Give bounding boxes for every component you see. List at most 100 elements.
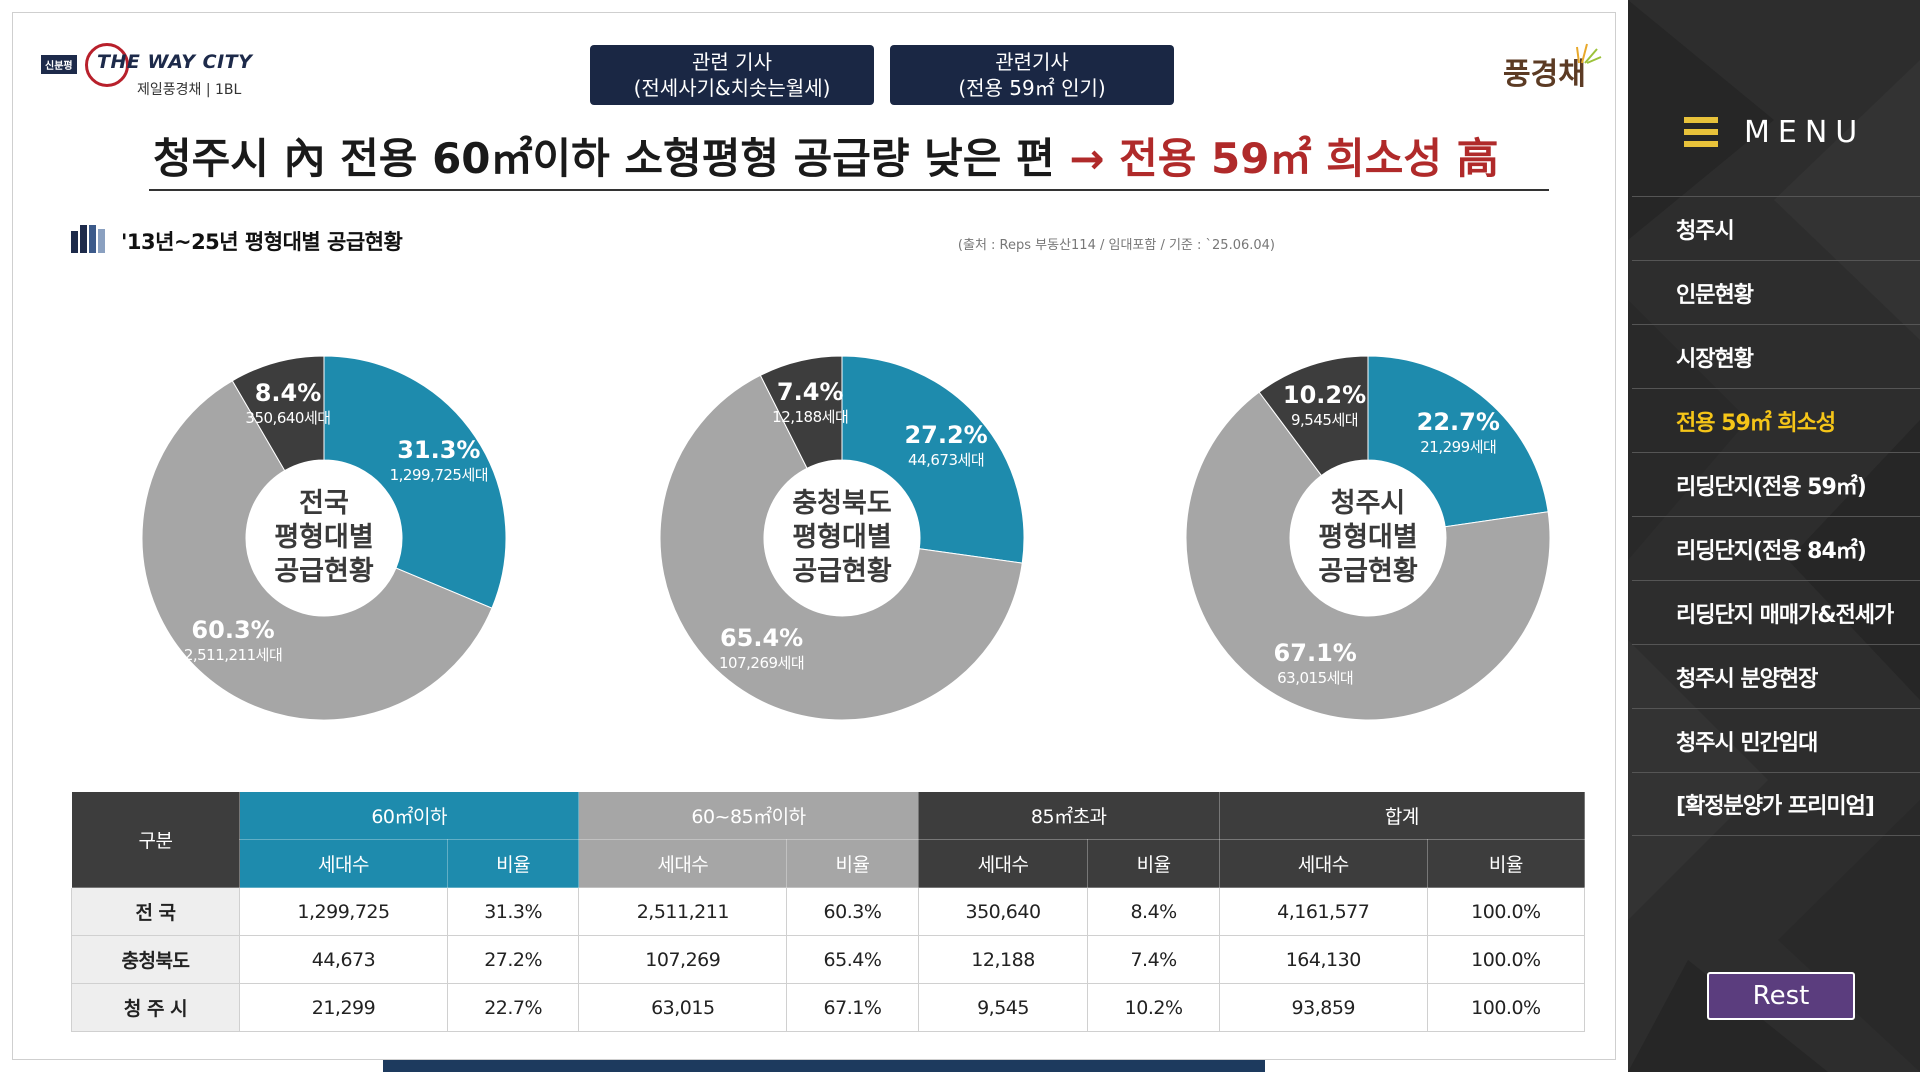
headline-part1: 청주시 內 전용 60㎡이하 소형평형 공급량 낮은 편 [153,134,1055,183]
donut-center [770,466,914,610]
donut-center [1296,466,1440,610]
donut-center [252,466,396,610]
slice-percent: 60.3% [191,615,275,644]
related-article-2-line2: (전용 59㎡ 인기) [958,76,1106,100]
rest-button[interactable]: Rest [1707,972,1855,1020]
donut-svg [659,355,1025,721]
table-cell: 8.4% [1087,887,1220,936]
donut-slice [759,355,843,469]
table-header-gubun: 구분 [71,791,240,888]
table-subheader: 비율 [786,839,919,888]
table-cell: 1,299,725 [239,887,448,936]
donut-slice [659,374,1023,721]
related-article-1-line1: 관련 기사 [692,50,772,74]
table-cell: 350,640 [917,887,1089,936]
donut-slice [141,380,493,721]
brand-logo: 풍경채 [1503,57,1586,92]
donut-chart-national: 31.3% 1,299,725세대 60.3% 2,511,211세대 8.4% 350,… [139,353,509,723]
donut-slice [231,355,325,472]
table-subheader: 비율 [1087,839,1220,888]
related-article-button-1[interactable]: 관련 기사 (전세사기&치솟는월세) [590,45,874,105]
table-cell: 100.0% [1426,887,1586,936]
headline-part2: 전용 59㎡ 희소성 高 [1119,134,1499,183]
menu-item[interactable]: 리딩단지(전용 84㎡) [1632,516,1920,580]
table-row: 전 국 1,299,725 31.3% 2,511,211 60.3% 350,640 8.… [71,887,1586,936]
table-cell: 22.7% [446,983,580,1032]
slice-percent: 8.4% [254,378,322,407]
table-cell: 21,299 [239,983,448,1032]
menu-item[interactable]: 인문현황 [1632,260,1920,324]
table-group-over85: 85㎡초과 [917,791,1220,840]
table-group-under60: 60㎡이하 [238,791,580,840]
menu-title: MENU [1744,114,1866,150]
slice-count: 107,269세대 [719,654,805,673]
menu-item[interactable]: 전용 59㎡ 희소성 [1632,388,1920,452]
donut-slice-label: 7.4% 12,188세대 [750,378,870,427]
logo-text: THE WAY CITY [97,51,253,73]
slice-percent: 22.7% [1416,407,1500,436]
table-cell: 9,545 [917,983,1089,1032]
table-cell: 4,161,577 [1218,887,1428,936]
table-cell: 44,673 [239,935,448,984]
hamburger-menu-icon[interactable] [1684,117,1718,147]
donut-chart-cheongju: 22.7% 21,299세대 67.1% 63,015세대 10.2% 9,545세대 청주… [1183,353,1553,723]
table-cell: 7.4% [1087,935,1220,984]
table-row-header: 충청북도 [71,935,240,984]
slice-percent: 31.3% [397,435,481,464]
table-cell: 2,511,211 [578,887,788,936]
donut-svg [141,355,507,721]
page-headline: 청주시 內 전용 60㎡이하 소형평형 공급량 낮은 편 → 전용 59㎡ 희소… [153,125,1553,187]
table-cell: 100.0% [1426,935,1586,984]
table-cell: 27.2% [446,935,580,984]
bottom-progress-bar [383,1060,1265,1072]
table-group-total: 합계 [1218,791,1586,840]
main-slide-panel: 신분평 THE WAY CITY 제일풍경채 | 1BL 관련 기사 (전세사기… [12,12,1616,1072]
section-title: '13년~25년 평형대별 공급현황 [121,230,403,254]
menu-list: 청주시 인문현황 시장현황 전용 59㎡ 희소성 리딩단지(전용 59㎡) 리딩단지(전용… [1632,196,1920,836]
slice-percent: 7.4% [776,377,844,406]
logo-badge: 신분평 [41,55,77,74]
donut-chart-chungbuk: 27.2% 44,673세대 65.4% 107,269세대 7.4% 12,188세대 충… [657,353,1027,723]
related-article-1-line2: (전세사기&치솟는월세) [633,76,831,100]
table-cell: 107,269 [578,935,788,984]
donut-slice [1367,355,1549,528]
slice-count: 63,015세대 [1277,669,1354,688]
table-cell: 31.3% [446,887,580,936]
slice-count: 44,673세대 [908,451,985,470]
logo-ring-icon [85,43,129,87]
table-cell: 164,130 [1218,935,1428,984]
donut-slice-label: 22.7% 21,299세대 [1398,408,1518,457]
slice-count: 1,299,725세대 [389,465,489,484]
donut-slice [1185,391,1551,721]
slice-count: 12,188세대 [772,407,849,426]
table-subheader: 세대수 [917,839,1089,888]
table-row: 청 주 시 21,299 22.7% 63,015 67.1% 9,545 10.2% 93,… [71,983,1586,1032]
headline-divider [149,189,1549,191]
related-article-button-2[interactable]: 관련기사 (전용 59㎡ 인기) [890,45,1174,105]
menu-item[interactable]: 시장현황 [1632,324,1920,388]
menu-item[interactable]: 청주시 분양현장 [1632,644,1920,708]
headline-arrow: → [1069,134,1105,183]
slice-percent: 10.2% [1282,381,1367,410]
menu-item[interactable]: 청주시 민간임대 [1632,708,1920,772]
menu-item[interactable]: 청주시 [1632,196,1920,260]
table-row: 충청북도 44,673 27.2% 107,269 65.4% 12,188 7.4% 164… [71,935,1586,984]
slice-percent: 65.4% [719,624,804,653]
table-cell: 10.2% [1087,983,1220,1032]
donut-slice-label: 60.3% 2,511,211세대 [173,616,293,665]
menu-item[interactable]: 리딩단지 매매가&전세가 [1632,580,1920,644]
menu-header[interactable]: MENU [1684,112,1865,152]
table-cell: 60.3% [786,887,919,936]
menu-sidebar: MENU 청주시 인문현황 시장현황 전용 59㎡ 희소성 리딩단지(전용 59㎡) 리딩… [1628,0,1920,1072]
supply-table: 구분 60㎡이하 60~85㎡이하 85㎡초과 합계 세대수 비율 세대수 비율… [71,791,1586,1032]
donut-slice [841,355,1025,564]
menu-item[interactable]: [확정분양가 프리미엄] [1632,772,1920,836]
table-subheader: 비율 [1426,839,1586,888]
donut-svg [1185,355,1551,721]
donut-slice-label: 10.2% 9,545세대 [1265,381,1385,430]
table-group-60to85: 60~85㎡이하 [578,791,919,840]
slice-count: 350,640세대 [245,408,331,427]
menu-item[interactable]: 리딩단지(전용 59㎡) [1632,452,1920,516]
table-cell: 63,015 [578,983,788,1032]
donut-slice-label: 8.4% 350,640세대 [228,379,348,428]
